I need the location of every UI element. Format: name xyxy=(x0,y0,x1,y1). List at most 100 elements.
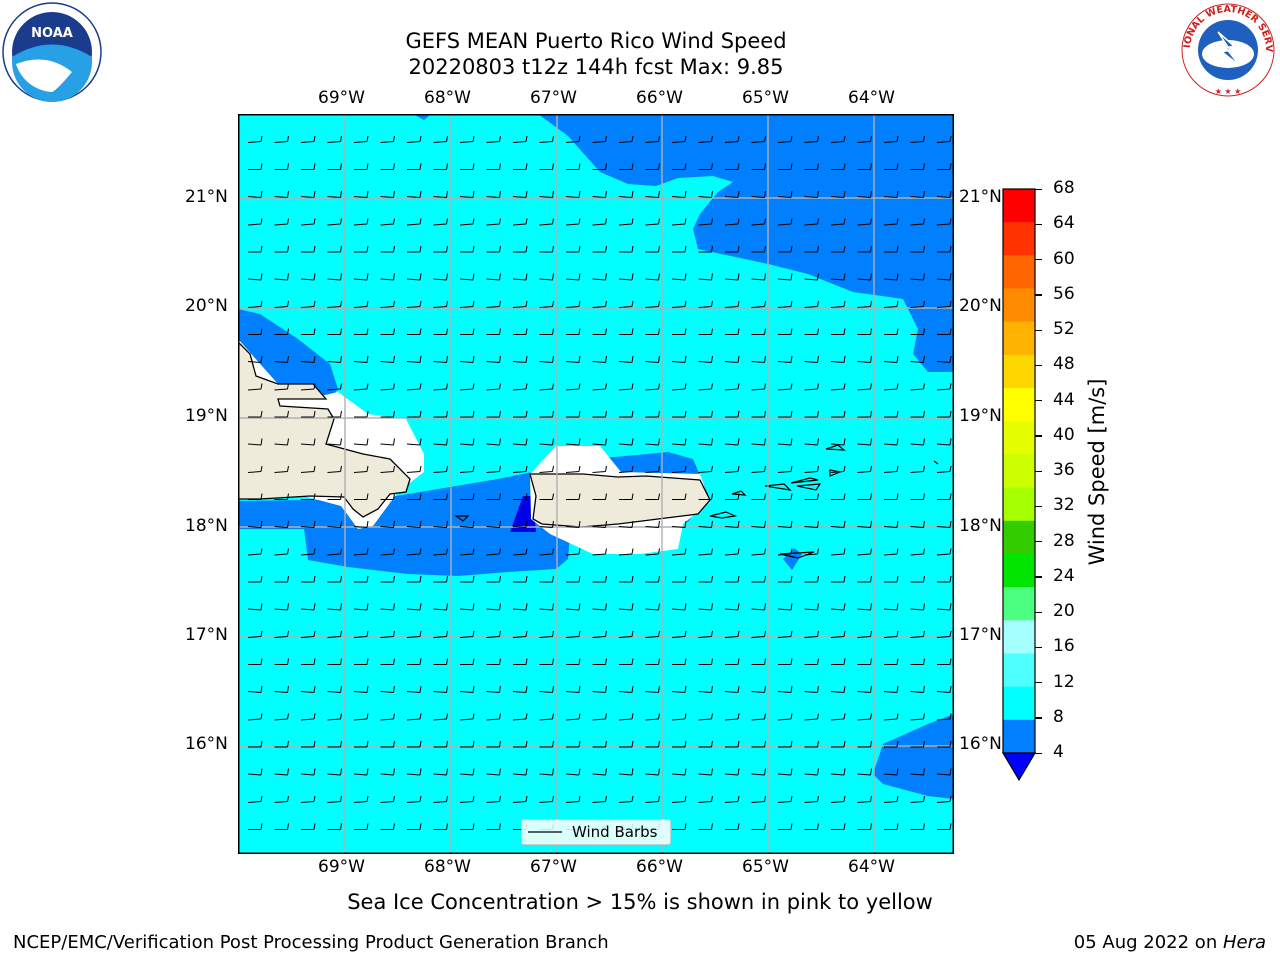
wind-barb xyxy=(353,630,369,638)
wind-barb xyxy=(857,658,872,665)
wind-barb xyxy=(459,520,475,528)
nws-logo: NATIONAL WEATHER SERVICE ★ ★ ★ xyxy=(1174,0,1278,98)
wind-barb xyxy=(910,630,925,638)
wind-barb xyxy=(300,218,316,226)
wind-barb xyxy=(565,135,581,143)
wind-barb xyxy=(565,300,581,308)
wind-barbs xyxy=(247,135,952,830)
wind-barb xyxy=(300,795,316,803)
wind-barb xyxy=(618,603,634,611)
wind-barb xyxy=(645,575,660,583)
wind-barb xyxy=(910,575,925,583)
colorbar-tick-label: 52 xyxy=(1053,319,1075,339)
wind-barb xyxy=(592,493,607,500)
wind-barb xyxy=(248,163,263,170)
wind-barb xyxy=(592,603,607,611)
lat-label-right: 21°N xyxy=(959,187,1002,207)
wind-barb xyxy=(512,630,528,638)
wind-barb xyxy=(566,410,581,418)
wind-barb xyxy=(407,658,422,665)
wind-barb xyxy=(248,245,263,253)
wind-barb xyxy=(301,245,316,253)
wind-barb xyxy=(831,493,846,500)
lon-label-bottom: 68°W xyxy=(424,857,471,877)
wind-barb xyxy=(512,548,528,556)
wind-barb xyxy=(406,383,422,391)
wind-barb xyxy=(327,575,342,583)
wind-barb xyxy=(698,355,713,363)
wind-barb xyxy=(830,135,846,143)
wind-barb xyxy=(778,245,793,253)
wind-barb xyxy=(857,190,872,198)
wind-barb xyxy=(327,548,342,556)
wind-barb xyxy=(936,355,952,363)
wind-barb xyxy=(486,190,501,198)
wind-barb xyxy=(274,465,289,473)
wind-barb xyxy=(327,245,342,253)
wind-barb xyxy=(407,740,422,748)
wind-barb xyxy=(777,273,793,281)
wind-barb xyxy=(831,823,846,830)
colorbar-segment xyxy=(1003,288,1035,323)
wind-barb xyxy=(618,548,634,556)
wind-barb xyxy=(724,520,740,528)
wind-barb xyxy=(327,328,342,335)
wind-barb xyxy=(539,575,554,583)
wind-barb xyxy=(512,685,528,693)
wind-barb xyxy=(618,630,634,638)
wind-barb xyxy=(883,218,899,226)
colorbar-segment xyxy=(1003,587,1035,621)
wind-barb xyxy=(327,218,342,226)
wind-barb xyxy=(804,245,819,253)
colorbar-tick-mark xyxy=(1035,646,1042,649)
wind-barb xyxy=(433,273,448,281)
wind-barb xyxy=(777,548,793,556)
wind-barb xyxy=(645,493,660,500)
wind-barb xyxy=(565,273,581,281)
wind-barb xyxy=(512,438,528,446)
wind-barb xyxy=(804,823,819,830)
wind-barb xyxy=(724,190,740,198)
wind-barb xyxy=(274,795,289,803)
colorbar-tick-label: 36 xyxy=(1053,460,1075,480)
wind-barb xyxy=(857,245,872,253)
wind-barb xyxy=(751,465,766,473)
wind-barb xyxy=(671,135,687,143)
wind-barb xyxy=(407,493,422,500)
wind-barb xyxy=(353,300,369,308)
colorbar-under-triangle xyxy=(1001,752,1037,782)
wind-barb xyxy=(380,300,395,308)
wind-barb xyxy=(936,548,952,556)
wind-barb xyxy=(539,685,554,693)
wind-barb xyxy=(539,630,554,638)
wind-barb xyxy=(327,713,342,721)
wind-barb xyxy=(831,163,846,170)
wind-barb xyxy=(566,493,581,500)
wind-barb xyxy=(459,548,475,556)
wind-barb xyxy=(672,245,687,253)
colorbar-tick-label: 24 xyxy=(1053,565,1075,586)
wind-barb xyxy=(777,218,793,226)
wind-barb xyxy=(247,273,263,281)
wind-barb xyxy=(671,685,687,693)
wind-barb xyxy=(353,438,369,446)
wind-barb xyxy=(274,300,289,308)
wind-barb xyxy=(751,795,766,803)
wind-barb xyxy=(857,630,872,638)
wind-barb xyxy=(380,218,395,226)
wind-barb xyxy=(645,273,660,281)
wind-barb xyxy=(433,465,448,473)
wind-barb xyxy=(353,383,369,391)
wind-barb xyxy=(327,685,342,693)
wind-barb xyxy=(725,245,740,253)
wind-barb xyxy=(936,685,952,693)
wind-barb xyxy=(671,300,687,308)
wind-barb xyxy=(459,273,475,281)
wind-barb xyxy=(883,190,899,198)
wind-barb xyxy=(804,328,819,335)
wind-barb xyxy=(459,465,475,473)
wind-barb xyxy=(274,520,289,528)
colorbar-tick-mark xyxy=(1035,717,1042,719)
wind-barb xyxy=(380,685,395,693)
wind-barb xyxy=(937,163,952,170)
